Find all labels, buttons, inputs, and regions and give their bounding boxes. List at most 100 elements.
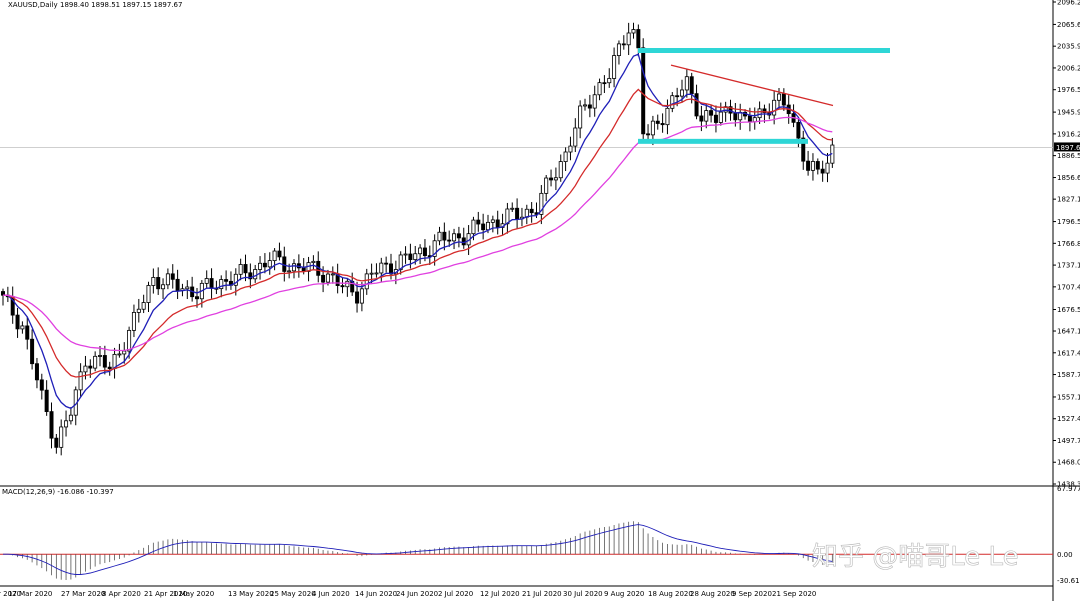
candle-body <box>777 93 782 101</box>
ma-line-3 <box>2 116 833 352</box>
candle-body <box>675 95 680 98</box>
candle-body <box>49 411 54 439</box>
resistance-zone <box>638 48 890 54</box>
candle-body <box>796 121 801 139</box>
candle-body <box>660 123 665 126</box>
candle-body <box>204 278 209 284</box>
candle-body <box>607 78 612 84</box>
candle-body <box>718 111 723 123</box>
candle-body <box>219 279 224 290</box>
price-tick-label: 1527.40 <box>1057 415 1080 423</box>
macd-tick-label: 0.00 <box>1057 551 1073 559</box>
candle-body <box>733 112 738 121</box>
price-tick-label: 2096.20 <box>1057 0 1080 7</box>
candle-body <box>810 161 815 171</box>
candle-body <box>694 93 699 117</box>
candle-body <box>102 355 107 368</box>
price-tick-label: 1707.40 <box>1057 283 1080 291</box>
candle-body <box>616 43 621 56</box>
candle-body <box>490 219 495 223</box>
candle-body <box>194 296 199 300</box>
price-tick-label: 1557.10 <box>1057 393 1080 401</box>
candle-body <box>233 273 238 286</box>
candle-body <box>713 114 718 123</box>
price-tick-label: 1886.50 <box>1057 152 1080 160</box>
time-tick-label: 21 Jul 2020 <box>522 590 562 598</box>
candle-body <box>15 314 20 330</box>
candle-body <box>485 221 490 231</box>
candle-body <box>88 365 93 369</box>
candle-body <box>568 145 573 153</box>
candle-body <box>806 160 811 171</box>
candle-body <box>442 231 447 241</box>
time-tick-label: 14 Jun 2020 <box>355 590 397 598</box>
candle-body <box>64 420 69 428</box>
price-tick-label: 2035.90 <box>1057 43 1080 51</box>
candle-body <box>815 161 820 170</box>
candle-body <box>93 355 98 369</box>
candle-body <box>243 264 248 274</box>
candle-body <box>25 325 30 340</box>
candle-body <box>820 168 825 174</box>
price-tick-label: 1796.50 <box>1057 218 1080 226</box>
candle-body <box>165 273 170 286</box>
candle-body <box>447 239 452 242</box>
candle-body <box>422 247 427 257</box>
candle-body <box>170 273 175 280</box>
candle-body <box>388 263 393 275</box>
candle-body <box>583 104 588 107</box>
candle-body <box>68 414 73 422</box>
time-tick-label: 6 Mar 2020 <box>0 590 21 598</box>
candle-body <box>258 262 263 270</box>
price-tick-label: 1617.40 <box>1057 349 1080 357</box>
candle-body <box>122 350 127 355</box>
price-tick-label: 1587.70 <box>1057 371 1080 379</box>
time-tick-label: 1 May 2020 <box>173 590 214 598</box>
candle-body <box>529 208 534 214</box>
price-tick-label: 1945.90 <box>1057 109 1080 117</box>
candle-body <box>553 177 558 181</box>
candle-body <box>650 120 655 136</box>
candle-body <box>602 82 607 85</box>
candle-body <box>272 250 277 262</box>
candle-body <box>340 285 345 288</box>
candle-body <box>185 286 190 290</box>
candle-body <box>253 269 258 280</box>
time-tick-label: 9 Aug 2020 <box>604 590 644 598</box>
candle-body <box>592 94 597 109</box>
candle-body <box>141 302 146 310</box>
candle-body <box>437 231 442 242</box>
macd-tick-label: -30.618 <box>1057 577 1080 585</box>
candle-body <box>757 108 762 119</box>
price-tick-label: 2065.60 <box>1057 21 1080 29</box>
watermark: 知乎 @喵哥Le Le <box>812 542 1019 572</box>
candle-body <box>515 207 520 220</box>
candle-body <box>772 99 777 116</box>
price-tick-label: 1737.10 <box>1057 262 1080 270</box>
candle-body <box>684 76 689 91</box>
macd-signal-line <box>3 524 833 575</box>
candle-body <box>689 76 694 95</box>
candle-body <box>573 127 578 147</box>
candle-body <box>699 115 704 122</box>
candle-body <box>801 137 806 162</box>
macd-label: MACD(12,26,9) -16.086 -10.397 <box>2 488 114 496</box>
candle-body <box>369 272 374 275</box>
candle-body <box>238 264 243 275</box>
candle-body <box>471 219 476 235</box>
time-tick-label: 27 Mar 2020 <box>61 590 105 598</box>
price-tick-label: 1468.00 <box>1057 459 1080 467</box>
candle-body <box>248 272 253 280</box>
candle-body <box>20 325 25 330</box>
candle-body <box>544 177 549 194</box>
candle-body <box>131 312 136 331</box>
time-tick-label: 21 Sep 2020 <box>772 590 816 598</box>
candle-body <box>267 260 272 268</box>
candle-body <box>209 278 214 289</box>
candle-body <box>398 254 403 270</box>
candle-body <box>78 371 83 391</box>
candle-body <box>287 270 292 273</box>
candle-body <box>578 105 583 129</box>
price-tick-label: 1827.10 <box>1057 196 1080 204</box>
